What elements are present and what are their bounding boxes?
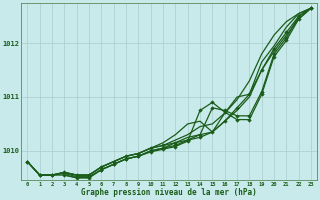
X-axis label: Graphe pression niveau de la mer (hPa): Graphe pression niveau de la mer (hPa) [81,188,257,197]
